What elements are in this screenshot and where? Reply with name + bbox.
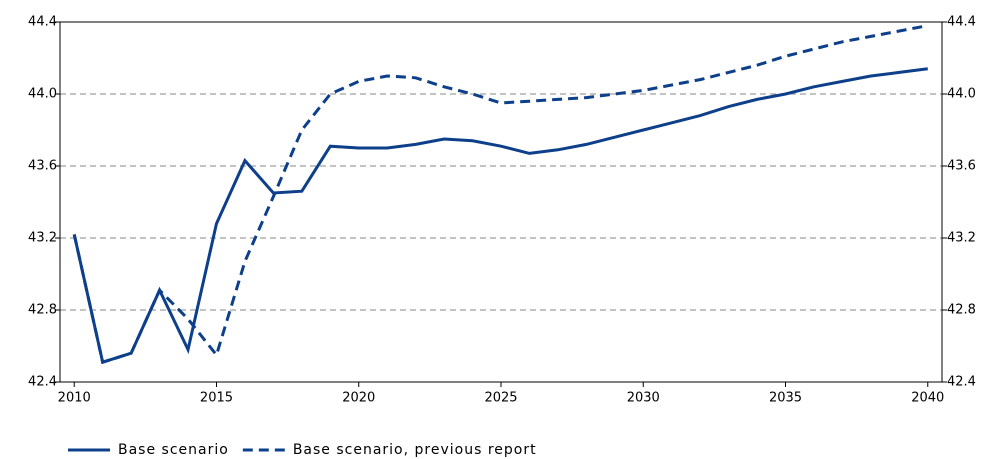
y2-tick-label: 43.2 bbox=[947, 231, 976, 246]
x-tick-label: 2020 bbox=[342, 391, 375, 406]
y2-tick-label: 44.4 bbox=[947, 15, 976, 30]
legend: Base scenario Base scenario, previous rep… bbox=[68, 442, 537, 458]
legend-label: Base scenario bbox=[118, 442, 229, 458]
series-line bbox=[72, 67, 928, 365]
x-tick-label: 2015 bbox=[200, 391, 233, 406]
legend-label: Base scenario, previous report bbox=[293, 442, 537, 458]
x-tick-label: 2035 bbox=[769, 391, 802, 406]
y-tick-label: 43.2 bbox=[28, 231, 57, 246]
x-tick-label: 2030 bbox=[627, 391, 660, 406]
series-line bbox=[72, 24, 929, 365]
x-tick-label: 2025 bbox=[484, 391, 517, 406]
y2-tick-label: 42.4 bbox=[947, 375, 976, 390]
y2-tick-label: 42.8 bbox=[947, 303, 976, 318]
y2-tick-label: 43.6 bbox=[947, 159, 976, 174]
y-tick-label: 44.4 bbox=[28, 15, 57, 30]
y2-tick-label: 44.0 bbox=[947, 87, 976, 102]
y-tick-label: 42.4 bbox=[28, 375, 57, 390]
y-tick-label: 42.8 bbox=[28, 303, 57, 318]
y-tick-label: 44.0 bbox=[28, 87, 57, 102]
y-tick-label: 43.6 bbox=[28, 159, 57, 174]
plot-frame bbox=[59, 21, 943, 383]
x-tick-label: 2040 bbox=[911, 391, 944, 406]
x-tick-label: 2010 bbox=[58, 391, 91, 406]
